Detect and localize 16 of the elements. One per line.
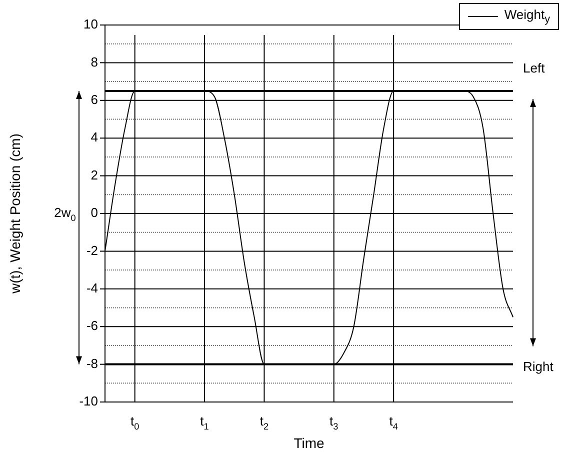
ref-line-label: Left	[523, 60, 546, 76]
y-tick-label: 2	[90, 167, 98, 182]
y-axis-title: w(t), Weight Position (cm)	[6, 134, 23, 294]
x-axis-title: Time	[294, 434, 325, 451]
y-tick-label: 6	[90, 92, 98, 107]
ref-line-label: Right	[523, 358, 554, 374]
y-tick-label: -6	[86, 318, 98, 334]
y-tick-label: 4	[90, 130, 98, 145]
y-tick-label: -4	[86, 280, 98, 296]
y-tick-label: 0	[90, 205, 98, 220]
y-tick-label: 10	[84, 16, 98, 32]
y-tick-label: 8	[90, 54, 98, 70]
y-tick-label: -2	[86, 242, 98, 258]
legend-label: Weight$_{y}$	[504, 7, 550, 26]
y-tick-label: -8	[86, 356, 98, 371]
y-tick-label: -10	[79, 394, 98, 409]
